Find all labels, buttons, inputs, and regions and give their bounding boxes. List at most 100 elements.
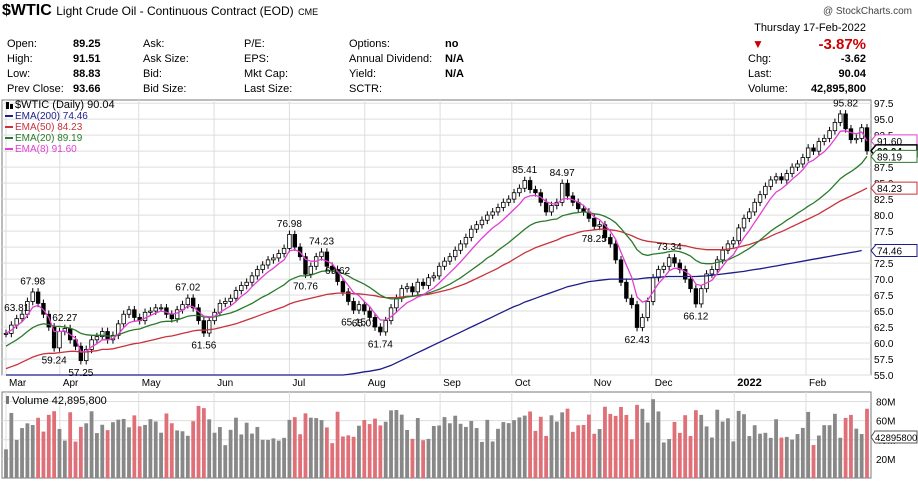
- month-tick-label: May: [142, 378, 161, 389]
- volume-bar: [736, 410, 741, 478]
- price-bar-body: [661, 265, 666, 270]
- price-annotation: 61.56: [191, 341, 216, 352]
- price-bar-body: [394, 297, 399, 309]
- price-bar-body: [94, 336, 100, 341]
- price-bar-body: [543, 201, 549, 213]
- legend-item: EMA(200) 74.46: [5, 111, 88, 122]
- price-bar-body: [474, 224, 479, 230]
- volume-bar: [742, 414, 746, 478]
- price-bar-body: [501, 201, 506, 208]
- volume-bar: [581, 424, 586, 478]
- price-bar-body: [142, 311, 148, 322]
- volume-bar: [373, 418, 377, 478]
- price-bar-body: [848, 128, 854, 141]
- month-tick-label: Dec: [655, 378, 673, 389]
- price-bar-body: [805, 147, 811, 158]
- volume-bar: [565, 408, 570, 478]
- price-bar-body: [506, 198, 511, 203]
- price-bar-body: [244, 281, 249, 286]
- quote_mid3-label: Options:: [349, 38, 390, 50]
- volume-bar: [833, 413, 837, 478]
- volume-bar: [95, 433, 99, 478]
- price-bar-body: [634, 304, 640, 328]
- volume-bar: [14, 439, 19, 478]
- price-bar-body: [442, 260, 447, 267]
- volume-legend: Volume 42,895,800: [6, 395, 107, 407]
- price-bar-body: [308, 265, 314, 275]
- volume-bar: [624, 414, 629, 478]
- price-annotation: 63.81: [4, 303, 29, 314]
- price-bar-body: [319, 251, 324, 258]
- volume-bar: [357, 425, 361, 478]
- volume-bar: [720, 421, 725, 478]
- price-y-tick-label: 72.5: [874, 259, 894, 270]
- price-bar-body: [479, 219, 485, 226]
- price-bar-body: [436, 265, 442, 277]
- volume-bar: [677, 432, 682, 478]
- price-annotation: 73.34: [657, 242, 682, 253]
- price-annotation: 57.25: [68, 368, 93, 379]
- volume-bar: [292, 417, 297, 478]
- quote_left-label: High:: [7, 53, 33, 65]
- volume-bar: [683, 415, 688, 478]
- price-bar-body: [709, 269, 715, 275]
- volume-bar: [592, 433, 597, 478]
- volume-bar: [362, 420, 367, 478]
- volume-bar: [597, 429, 602, 478]
- price-bar-body: [410, 286, 415, 293]
- volume-bar: [111, 422, 115, 478]
- volume-y-tick-label: 20M: [876, 455, 895, 466]
- volume-bar: [651, 399, 655, 478]
- volume-bar: [629, 439, 634, 478]
- month-tick-label: Aug: [368, 378, 386, 389]
- price-bar-body: [233, 290, 239, 299]
- price-y-tick-label: 57.5: [874, 355, 894, 366]
- price-y-tick-label: 87.5: [874, 163, 894, 174]
- volume-bar: [790, 439, 795, 478]
- volume-bar: [533, 430, 538, 478]
- volume-bar: [378, 425, 383, 478]
- volume-bar: [218, 427, 222, 478]
- volume-bar: [319, 420, 324, 478]
- volume-bar: [30, 425, 35, 478]
- price-bar-body: [164, 307, 169, 315]
- price-bar-body: [255, 269, 260, 277]
- volume-bar: [752, 425, 757, 478]
- month-tick-label: Jul: [292, 378, 305, 389]
- value-tag: 89.19: [870, 149, 918, 163]
- price-bar-body: [228, 297, 233, 302]
- volume-bar: [517, 417, 522, 478]
- price-bar-body: [324, 251, 330, 267]
- ema-line: [5, 155, 868, 347]
- price-bar-body: [822, 137, 827, 142]
- price-bar-body: [816, 141, 822, 152]
- volume-bar: [570, 431, 575, 478]
- volume-bar: [576, 425, 581, 478]
- quote_mid2-label: EPS:: [244, 53, 270, 65]
- volume-bar: [506, 423, 511, 478]
- value-tag-text: 84.23: [877, 184, 902, 195]
- volume-bar: [608, 413, 613, 478]
- quote_mid3-label: Annual Dividend:: [349, 53, 433, 65]
- volume-bar: [271, 438, 276, 478]
- price-bar-body: [618, 259, 624, 283]
- volume-bar: [474, 428, 479, 478]
- price-annotation: 85.41: [512, 165, 537, 176]
- volume-bar: [185, 435, 190, 478]
- quote_mid2-label: Last Size:: [244, 83, 293, 95]
- month-tick-label: Feb: [809, 378, 827, 389]
- price-bar-body: [19, 313, 25, 320]
- volume-bar: [405, 429, 409, 478]
- price-y-tick-label: 55.0: [874, 371, 894, 382]
- volume-bar: [25, 423, 30, 478]
- volume-bar: [46, 414, 51, 478]
- price-bar-body: [431, 275, 437, 279]
- volume-bar: [191, 421, 196, 478]
- volume-bar: [640, 408, 645, 478]
- down-arrow-icon: ▼: [752, 37, 764, 51]
- volume-bar: [389, 410, 393, 478]
- price-bar-body: [132, 309, 137, 318]
- price-y-tick-label: 95.0: [874, 115, 894, 126]
- volume-bar: [865, 408, 869, 478]
- price-bar-body: [265, 259, 271, 266]
